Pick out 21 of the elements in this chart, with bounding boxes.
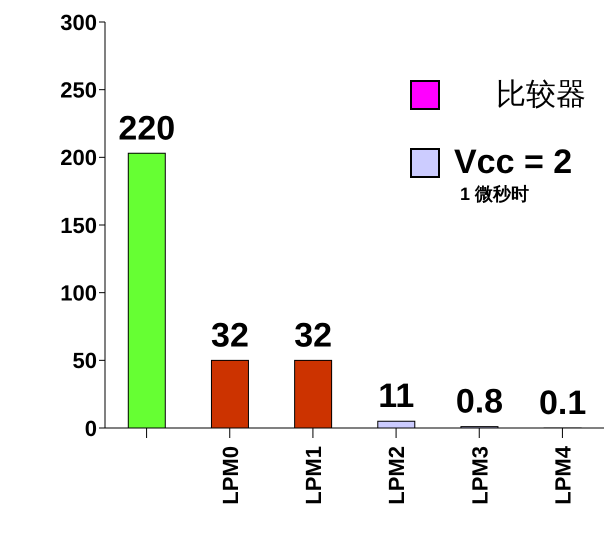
y-tick-label: 150 <box>60 212 97 238</box>
y-tick-label: 200 <box>60 145 97 170</box>
annotation: Vcc = 2 <box>454 143 572 182</box>
x-tick-label: LPM2 <box>384 446 410 505</box>
y-tick-label: 0 <box>84 416 97 441</box>
annotation: 比较器 <box>496 77 586 113</box>
annotation: 220 <box>118 109 176 148</box>
y-tick-label: 250 <box>60 77 97 102</box>
x-tick-label: LPM1 <box>300 446 326 505</box>
annotation: 0.8 <box>456 382 504 421</box>
annotation: 32 <box>211 316 249 354</box>
x-tick-label: LPM3 <box>467 446 492 505</box>
y-tick-label: 50 <box>72 348 97 374</box>
y-tick-label: 300 <box>60 10 97 35</box>
annotation: 0.1 <box>538 384 586 422</box>
annotation: 32 <box>294 316 332 354</box>
annotation: 1 微秒时 <box>460 183 530 206</box>
annotation: 11 <box>378 377 414 416</box>
x-tick-label: LPM0 <box>218 446 243 505</box>
y-tick-label: 100 <box>60 280 97 306</box>
x-tick-label: LPM4 <box>550 445 576 505</box>
